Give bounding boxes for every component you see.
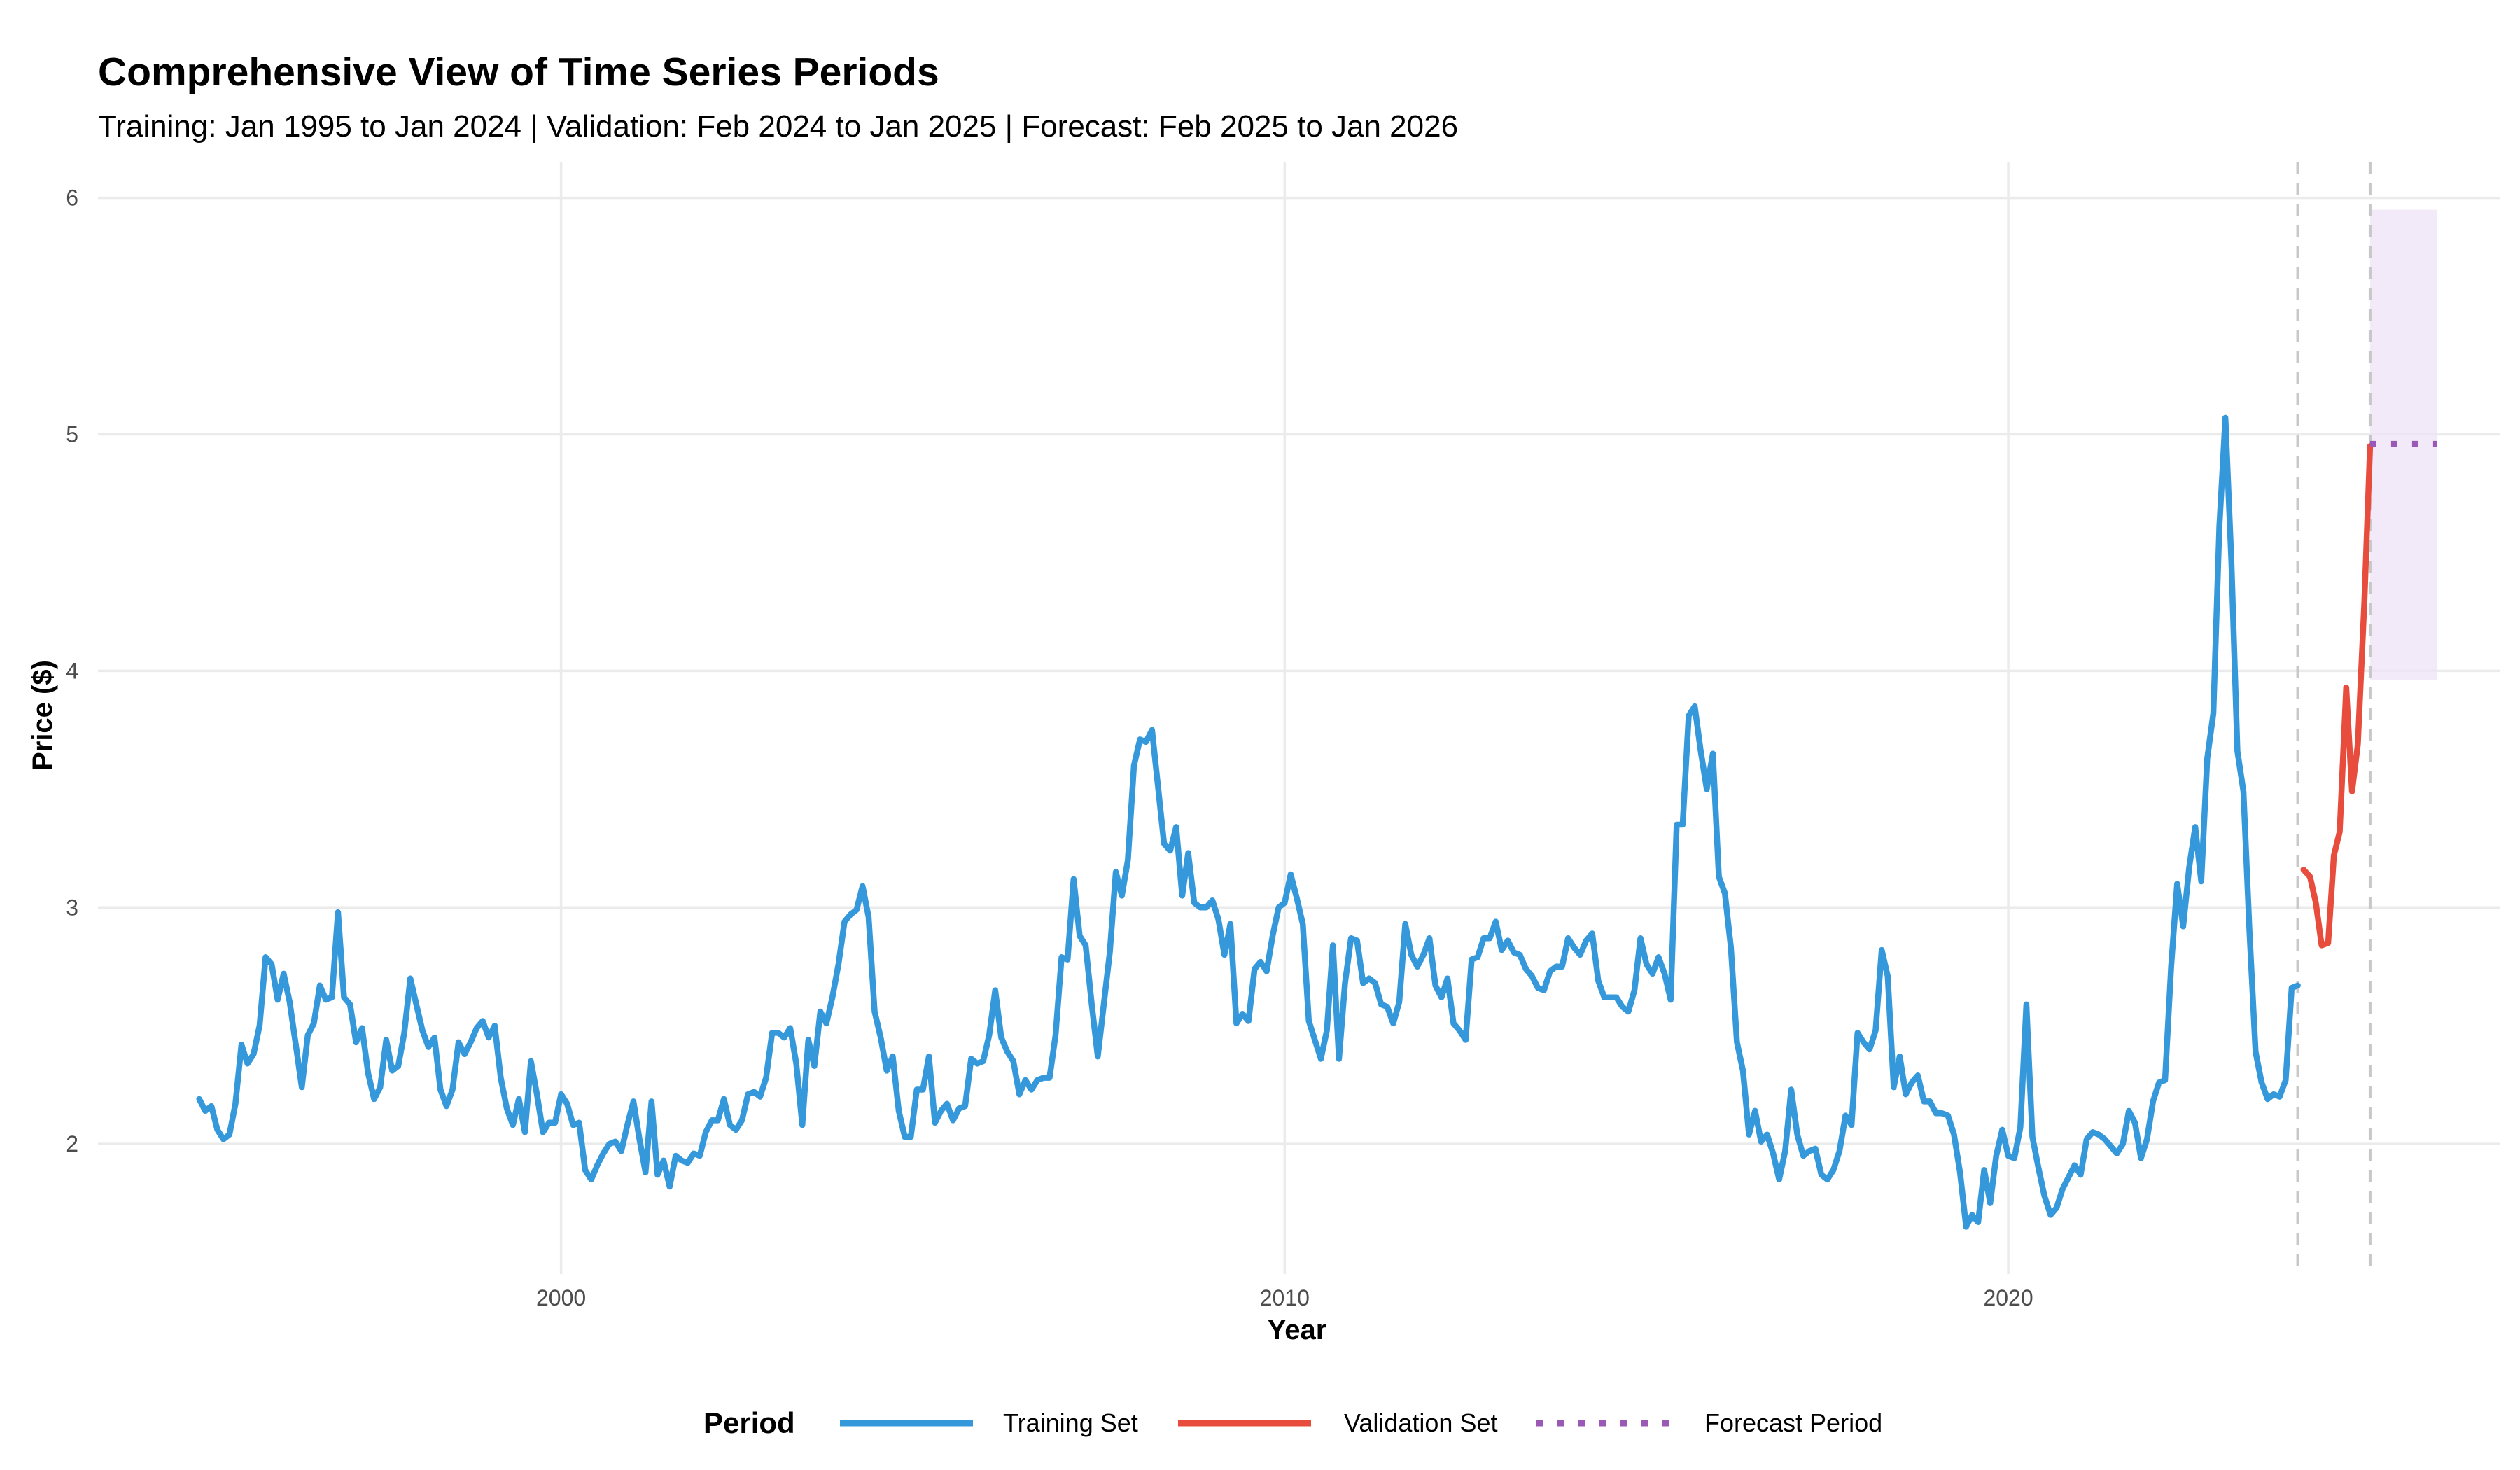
x-tick-labels: 2000 2010 2020 <box>536 1285 2033 1310</box>
legend-title: Period <box>704 1406 795 1439</box>
x-tick-label: 2010 <box>1260 1285 1310 1310</box>
x-tick-label: 2000 <box>536 1285 586 1310</box>
x-tick-label: 2020 <box>1983 1285 2033 1310</box>
series-layer <box>196 414 2437 1230</box>
y-tick-label: 6 <box>66 186 78 211</box>
y-tick-label: 5 <box>66 422 78 447</box>
period-dividers <box>2296 162 2372 1274</box>
chart-subtitle: Training: Jan 1995 to Jan 2024 | Validat… <box>98 109 1458 144</box>
y-tick-labels: 2 3 4 5 6 <box>66 186 78 1156</box>
x-axis-title: Year <box>1268 1315 1327 1345</box>
chart-title: Comprehensive View of Time Series Period… <box>98 50 939 94</box>
legend-label-forecast: Forecast Period <box>1704 1408 1882 1437</box>
legend-label-validation: Validation Set <box>1344 1408 1497 1437</box>
training-series-line <box>196 414 2301 1230</box>
forecast-band <box>2370 209 2437 680</box>
y-tick-label: 2 <box>66 1131 78 1156</box>
y-axis-title: Price ($) <box>27 660 58 771</box>
y-tick-label: 3 <box>66 895 78 920</box>
grid <box>98 162 2500 1274</box>
legend-label-training: Training Set <box>1003 1408 1138 1437</box>
y-tick-label: 4 <box>66 658 78 683</box>
validation-series-line <box>2300 443 2374 948</box>
legend: Period Training Set Validation Set Forec… <box>704 1406 1882 1439</box>
